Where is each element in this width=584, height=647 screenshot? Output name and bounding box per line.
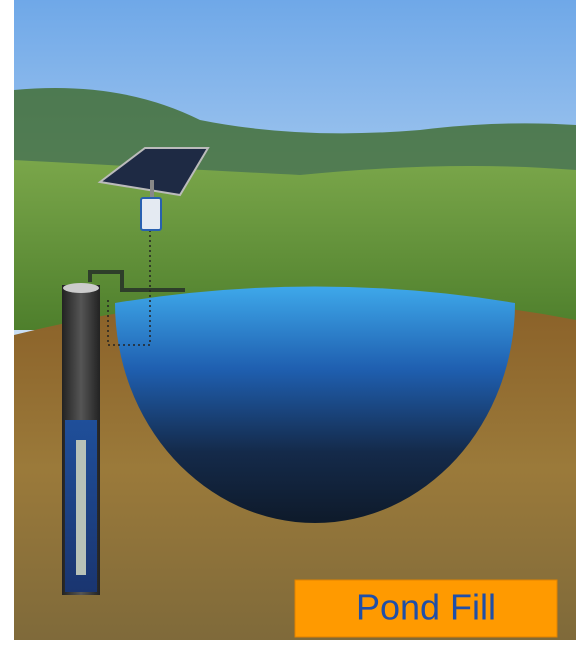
wire (107, 230, 151, 346)
pond (115, 286, 515, 523)
well-cap (63, 283, 99, 293)
pump (76, 440, 86, 575)
label-box (294, 579, 558, 638)
label: Pond Fill (356, 587, 496, 628)
pipe (88, 270, 185, 292)
panel-pole (150, 180, 154, 200)
controller (140, 197, 162, 231)
